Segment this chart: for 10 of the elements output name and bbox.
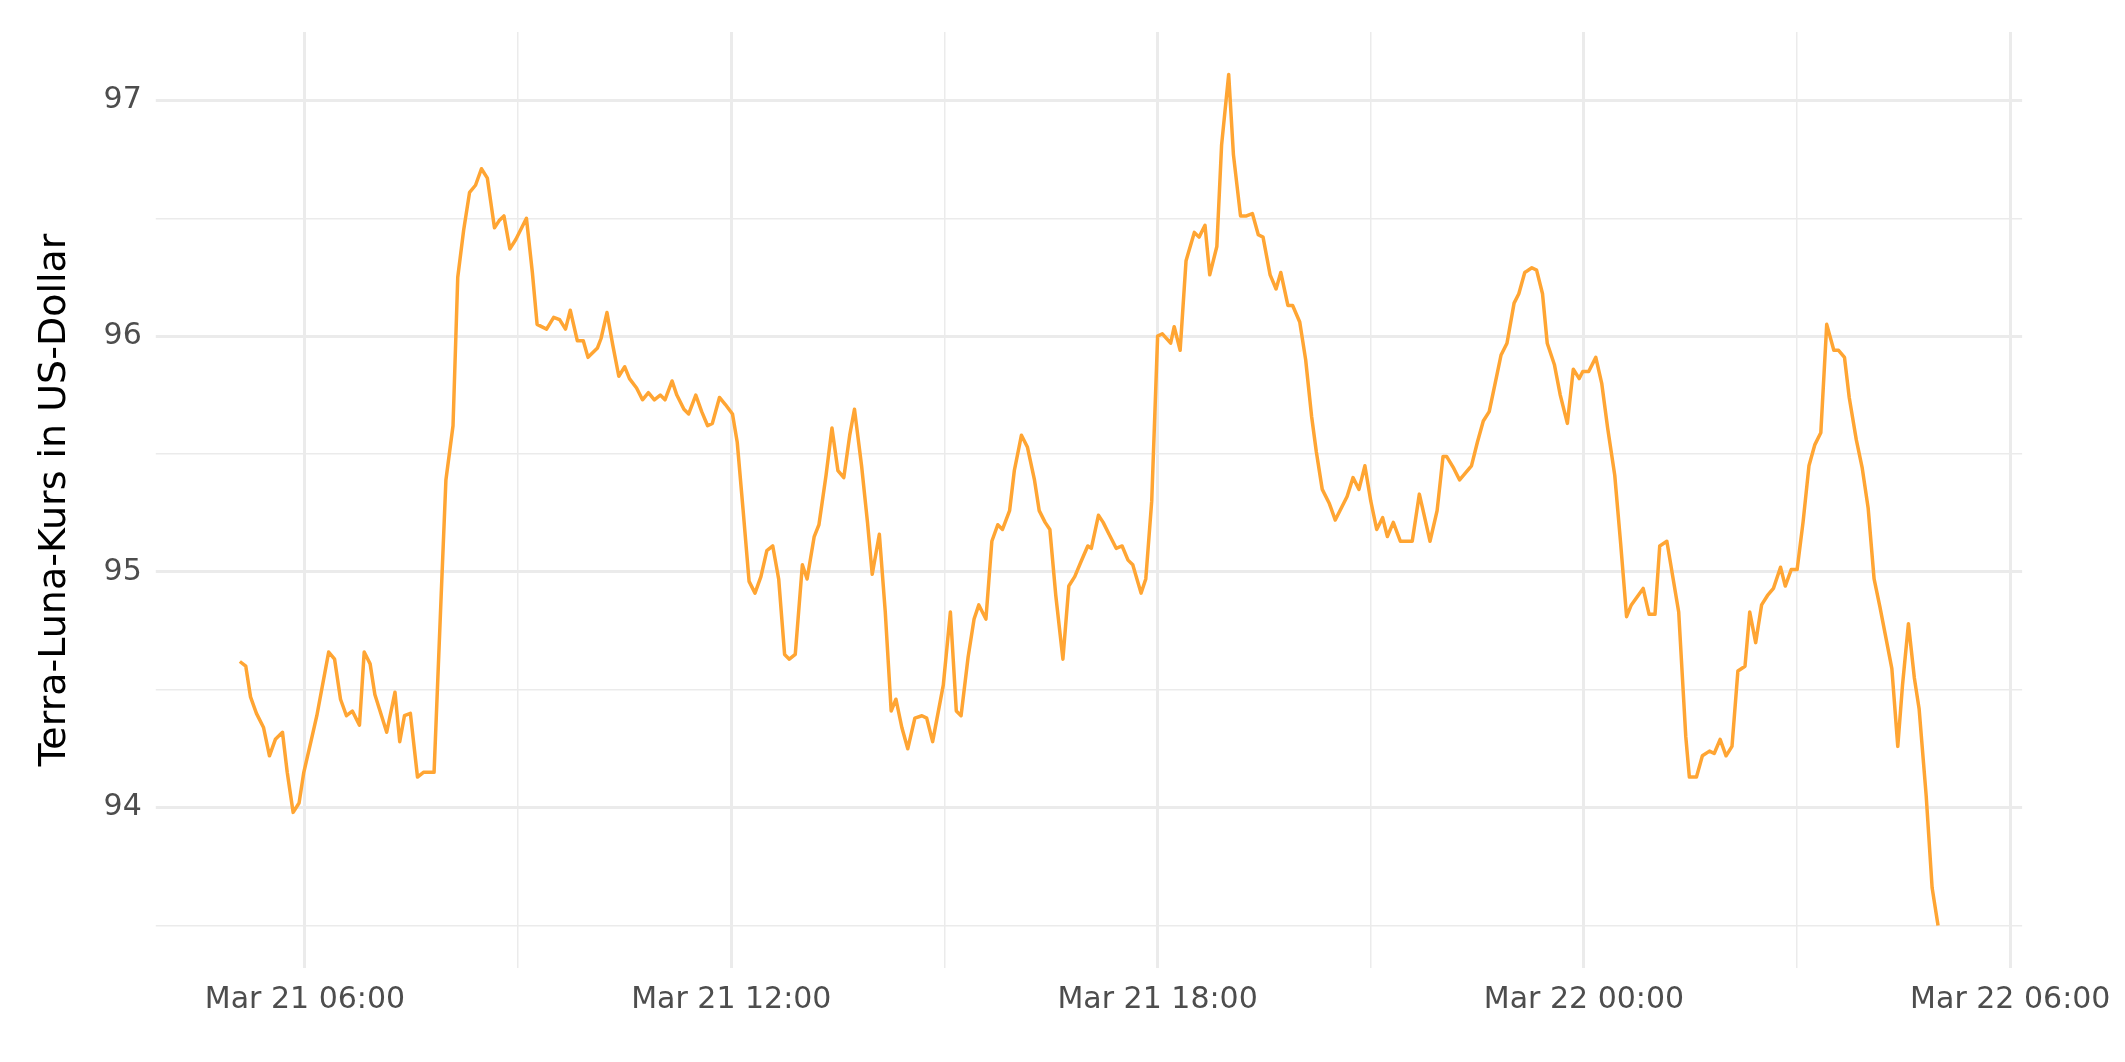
y-tick-label: 94 <box>103 787 142 823</box>
y-tick-label: 96 <box>103 315 142 351</box>
y-tick-label: 97 <box>103 80 142 116</box>
x-tick-label: Mar 21 12:00 <box>631 979 832 1015</box>
y-tick-label: 95 <box>103 551 142 587</box>
x-tick-label: Mar 21 06:00 <box>204 979 406 1015</box>
x-tick-label: Mar 22 06:00 <box>1910 979 2111 1015</box>
x-tick-label: Mar 21 18:00 <box>1057 979 1258 1015</box>
y-axis-title: Terra-Luna-Kurs in US-Dollar <box>29 233 74 768</box>
x-tick-label: Mar 22 00:00 <box>1483 979 1685 1015</box>
